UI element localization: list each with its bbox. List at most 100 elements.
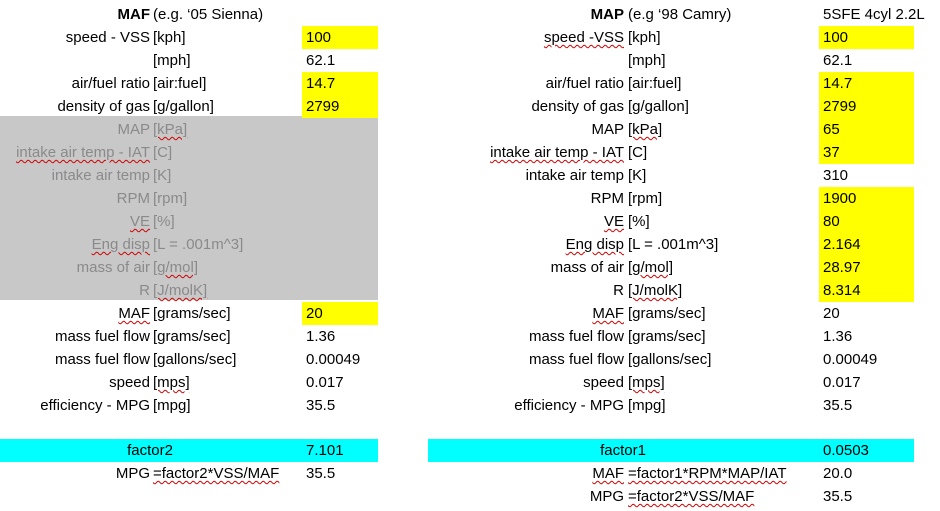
right-row-value[interactable]: 35.5 — [823, 397, 853, 414]
left-row-label[interactable]: mass fuel flow — [54, 328, 150, 345]
left-row-unit[interactable]: [kPa] — [153, 121, 188, 138]
left-row-label[interactable]: air/fuel ratio — [71, 75, 150, 92]
right-row-value[interactable]: 100 — [819, 26, 914, 49]
left-row-value[interactable]: 100 — [302, 26, 378, 49]
right-row-unit[interactable]: [K] — [628, 167, 647, 184]
right-formula-1-label[interactable]: MAF — [592, 465, 624, 482]
right-formula-2-expr[interactable]: =factor2*VSS/MAF — [628, 488, 755, 505]
left-row-unit[interactable]: [gallons/sec] — [153, 351, 237, 368]
right-header-title[interactable]: MAP — [590, 6, 624, 23]
right-row-unit[interactable]: [mps] — [628, 374, 665, 391]
right-row-value[interactable]: 20 — [823, 305, 840, 322]
right-row-label[interactable]: mass fuel flow — [528, 328, 624, 345]
right-row-value[interactable]: 62.1 — [823, 52, 853, 69]
right-row-label[interactable]: efficiency - MPG — [514, 397, 624, 414]
right-row-value[interactable]: 65 — [819, 118, 914, 141]
right-row-value[interactable]: 0.017 — [823, 374, 861, 391]
right-row-value[interactable]: 2.164 — [819, 233, 914, 256]
left-header-title[interactable]: MAF — [117, 6, 151, 23]
right-row-unit[interactable]: [gallons/sec] — [628, 351, 712, 368]
left-row-unit[interactable]: [C] — [153, 144, 173, 161]
right-row-value[interactable]: 14.7 — [819, 72, 914, 95]
right-row-label[interactable]: MAP — [591, 121, 624, 138]
left-row-value[interactable]: 20 — [302, 302, 378, 325]
right-row-unit[interactable]: [mph] — [628, 52, 666, 69]
left-row-value[interactable]: 0.017 — [306, 374, 344, 391]
right-row-value[interactable]: 1900 — [819, 187, 914, 210]
left-row-unit[interactable]: [K] — [153, 167, 172, 184]
right-formula-1-expr[interactable]: =factor1*RPM*MAP/IAT — [628, 465, 787, 482]
right-factor-value[interactable]: 0.0503 — [823, 442, 869, 459]
left-row-value[interactable]: 14.7 — [302, 72, 378, 95]
right-row-label[interactable]: intake air temp - IAT — [490, 144, 624, 161]
right-row-label[interactable] — [428, 49, 624, 72]
right-row-unit[interactable]: [rpm] — [628, 190, 663, 207]
left-row-value[interactable]: 0.00049 — [306, 351, 361, 368]
right-row-unit[interactable]: [kPa] — [628, 121, 663, 138]
left-factor-value[interactable]: 7.101 — [306, 442, 344, 459]
left-row-unit[interactable]: [air:fuel] — [153, 75, 207, 92]
left-header-subtitle[interactable]: (e.g. ‘05 Sienna) — [153, 6, 264, 23]
left-row-unit[interactable]: [L = .001m^3] — [153, 236, 244, 253]
left-formula-label[interactable]: MPG — [115, 465, 150, 482]
left-row-label[interactable]: mass of air — [76, 259, 150, 276]
left-row-unit[interactable]: [g/mol] — [153, 259, 199, 276]
left-row-label[interactable]: Eng disp — [91, 236, 150, 253]
left-row-value[interactable]: 1.36 — [306, 328, 336, 345]
left-row-unit[interactable]: [grams/sec] — [153, 328, 231, 345]
right-row-unit[interactable]: [kph] — [628, 29, 661, 46]
right-row-unit[interactable]: [%] — [628, 213, 650, 230]
left-row-unit[interactable]: [grams/sec] — [153, 305, 231, 322]
left-formula-expr[interactable]: =factor2*VSS/MAF — [153, 465, 280, 482]
right-row-label[interactable]: MAF — [592, 305, 624, 322]
right-row-label[interactable]: density of gas — [531, 98, 624, 115]
left-row-unit[interactable]: [g/gallon] — [153, 98, 214, 115]
right-row-unit[interactable]: [mpg] — [628, 397, 666, 414]
left-row-label[interactable]: intake air temp - IAT — [16, 144, 150, 161]
left-row-label[interactable]: efficiency - MPG — [40, 397, 150, 414]
left-row-label[interactable]: intake air temp — [51, 167, 150, 184]
right-formula-2-value[interactable]: 35.5 — [823, 488, 853, 505]
left-row-label[interactable]: R — [139, 282, 150, 299]
right-row-label[interactable]: air/fuel ratio — [545, 75, 624, 92]
right-header-note[interactable]: 5SFE 4cyl 2.2L — [823, 6, 925, 23]
right-row-value[interactable]: 0.00049 — [823, 351, 878, 368]
left-row-unit[interactable]: [kph] — [153, 29, 186, 46]
right-row-value[interactable]: 8.314 — [819, 279, 914, 302]
left-row-unit[interactable]: [rpm] — [153, 190, 188, 207]
right-row-label[interactable]: mass fuel flow — [528, 351, 624, 368]
left-row-label[interactable]: RPM — [116, 190, 150, 207]
left-row-label[interactable]: speed — [109, 374, 150, 391]
right-row-value[interactable]: 310 — [823, 167, 849, 184]
right-row-unit[interactable]: [g/gallon] — [628, 98, 689, 115]
right-row-label[interactable]: mass of air — [550, 259, 624, 276]
right-header-subtitle[interactable]: (e.g ‘98 Camry) — [628, 6, 732, 23]
right-row-value[interactable]: 37 — [819, 141, 914, 164]
right-row-label[interactable]: RPM — [590, 190, 624, 207]
left-row-unit[interactable]: [mps] — [153, 374, 190, 391]
right-row-unit[interactable]: [g/mol] — [628, 259, 674, 276]
left-row-label[interactable]: VE — [129, 213, 150, 230]
right-row-label[interactable]: R — [613, 282, 624, 299]
left-row-label[interactable]: speed - VSS — [65, 29, 150, 46]
right-row-value[interactable]: 1.36 — [823, 328, 853, 345]
left-row-value[interactable]: 35.5 — [306, 397, 336, 414]
left-row-unit[interactable]: [mph] — [153, 52, 191, 69]
right-row-unit[interactable]: [L = .001m^3] — [628, 236, 719, 253]
left-factor-label[interactable]: factor2 — [127, 442, 173, 459]
left-row-label[interactable]: MAF — [118, 305, 150, 322]
right-row-value[interactable]: 80 — [819, 210, 914, 233]
right-row-unit[interactable]: [air:fuel] — [628, 75, 682, 92]
right-row-label[interactable]: speed — [583, 374, 624, 391]
left-row-value[interactable]: 2799 — [302, 95, 378, 118]
right-formula-2-label[interactable]: MPG — [589, 488, 624, 505]
left-row-value[interactable]: 62.1 — [306, 52, 336, 69]
right-row-label[interactable]: speed -VSS — [543, 29, 624, 46]
right-row-unit[interactable]: [C] — [628, 144, 648, 161]
right-row-unit[interactable]: [grams/sec] — [628, 328, 706, 345]
left-row-unit[interactable]: [J/molK] — [153, 282, 208, 299]
right-row-label[interactable]: intake air temp — [525, 167, 624, 184]
right-row-value[interactable]: 28.97 — [819, 256, 914, 279]
right-row-label[interactable]: Eng disp — [565, 236, 624, 253]
left-row-unit[interactable]: [mpg] — [153, 397, 191, 414]
